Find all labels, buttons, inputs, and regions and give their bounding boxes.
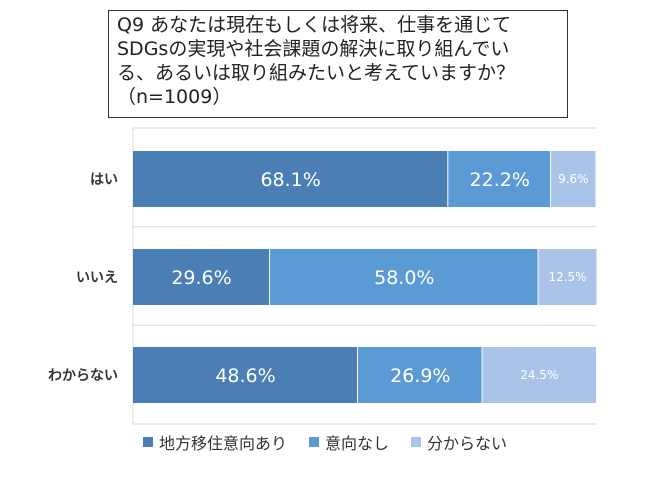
legend-item: 意向なし xyxy=(308,430,389,454)
category-label: はい xyxy=(90,172,118,188)
category-label: いいえ xyxy=(76,270,118,286)
data-label: 24.5% xyxy=(520,368,558,382)
legend-swatch xyxy=(411,437,421,447)
legend-item: 地方移住意向あり xyxy=(142,430,287,454)
bar-segment xyxy=(448,151,551,207)
data-label: 58.0% xyxy=(374,267,434,289)
chart-title-box: Q9 あなたは現在もしくは将来、仕事を通じて SDGsの実現や社会課題の解決に取… xyxy=(108,10,568,118)
data-label: 9.6% xyxy=(558,172,589,186)
bar-segment xyxy=(133,347,358,403)
bar-segment xyxy=(482,347,596,403)
legend-label: 地方移住意向あり xyxy=(158,434,287,453)
legend: 地方移住意向あり 意向なし 分からない xyxy=(0,430,650,454)
data-label: 29.6% xyxy=(171,267,231,289)
legend-label: 分からない xyxy=(427,434,508,453)
legend-swatch xyxy=(308,437,319,447)
legend-label: 意向なし xyxy=(324,434,389,453)
data-label: 22.2% xyxy=(470,169,530,191)
data-label: 26.9% xyxy=(390,365,450,387)
bar-segment xyxy=(133,151,448,207)
stacked-bar-chart: はい 68.1% 22.2% 9.6% いいえ 29.6% 58.0% 12.5% わからない 4… xyxy=(48,127,597,425)
bar-segment xyxy=(538,249,597,305)
bar-segment xyxy=(133,249,270,305)
category-label: わからない xyxy=(48,368,118,384)
bar-segment xyxy=(551,151,596,207)
legend-item: 分からない xyxy=(411,430,507,454)
data-label: 68.1% xyxy=(260,169,320,191)
bar-segment xyxy=(358,347,482,403)
data-label: 48.6% xyxy=(215,365,275,387)
bar-segment xyxy=(270,249,538,305)
legend-swatch xyxy=(142,437,153,447)
data-label: 12.5% xyxy=(548,270,586,284)
chart-title: Q9 あなたは現在もしくは将来、仕事を通じて SDGsの実現や社会課題の解決に取… xyxy=(117,14,516,108)
